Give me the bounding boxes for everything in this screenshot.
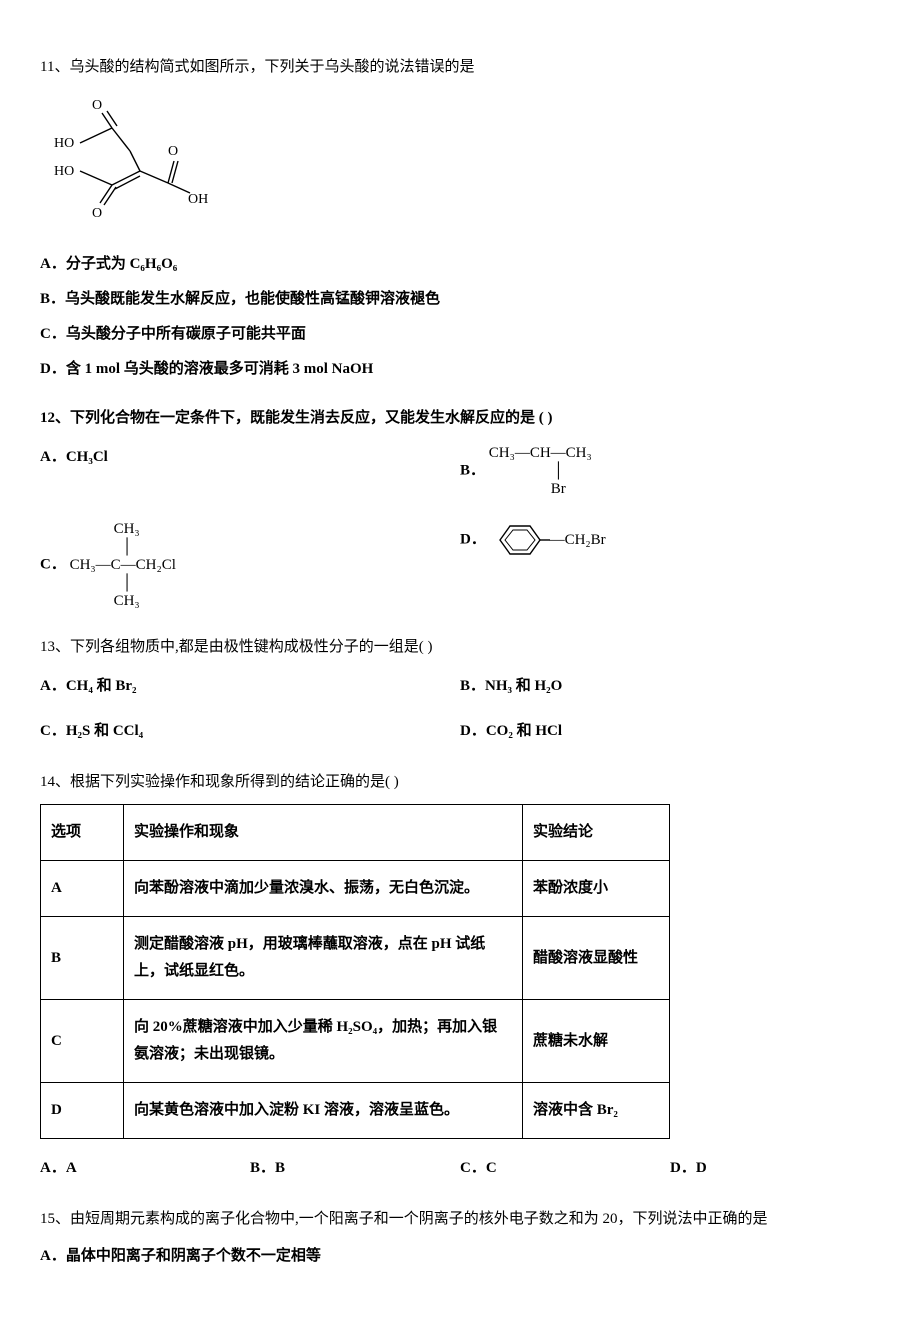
cell-a-opt: A xyxy=(41,861,124,917)
cell-b-op: 测定醋酸溶液 pH，用玻璃棒蘸取溶液，点在 pH 试纸上，试纸显红色。 xyxy=(124,917,523,1000)
q12-optB-prefix: B． xyxy=(460,462,485,478)
cell-a-con: 苯酚浓度小 xyxy=(523,861,670,917)
table-row: C 向 20%蔗糖溶液中加入少量稀 H₂SO₄，加热；再加入银氨溶液；未出现银镜… xyxy=(41,1000,670,1083)
q11-optA-prefix: A．分子式为 xyxy=(40,256,130,272)
cell-a-op: 向苯酚溶液中滴加少量浓溴水、振荡，无白色沉淀。 xyxy=(124,861,523,917)
q11-structure: O HO HO O O OH xyxy=(40,93,880,233)
q12-optC-prefix: C． xyxy=(40,556,66,572)
q11-option-d: D．含 1 mol 乌头酸的溶液最多可消耗 3 mol NaOH xyxy=(40,352,880,387)
q13-option-b: B．NH₃ 和 H₂O xyxy=(460,667,880,706)
q12-struct-b-bot: Br xyxy=(551,480,566,498)
q14-option-d: D．D xyxy=(670,1149,880,1188)
svg-text:O: O xyxy=(168,144,178,159)
svg-text:O: O xyxy=(92,98,102,113)
q12-struct-c-mid: CH₃—C—CH₂Cl xyxy=(70,557,176,573)
svg-text:HO: HO xyxy=(54,164,74,179)
q12-struct-b: CH₃—CH—CH₃ │ Br xyxy=(489,444,592,498)
cell-b-opt: B xyxy=(41,917,124,1000)
svg-text:HO: HO xyxy=(54,136,74,151)
q12-optA-formula: CH₃Cl xyxy=(66,449,108,465)
q14-option-b: B．B xyxy=(250,1149,460,1188)
q12-option-c: C． CH₃ │ CH₃—C—CH₂Cl │ CH₃ xyxy=(40,514,460,616)
question-15: 15、由短周期元素构成的离子化合物中,一个阳离子和一个阴离子的核外电子数之和为 … xyxy=(40,1206,880,1274)
q12-struct-b-top: CH₃—CH—CH₃ xyxy=(489,445,592,461)
th-option: 选项 xyxy=(41,805,124,861)
table-row: D 向某黄色溶液中加入淀粉 KI 溶液，溶液呈蓝色。 溶液中含 Br₂ xyxy=(41,1083,670,1139)
q14-stem: 14、根据下列实验操作和现象所得到的结论正确的是( ) xyxy=(40,769,880,796)
cell-d-opt: D xyxy=(41,1083,124,1139)
q11-option-b: B．乌头酸既能发生水解反应，也能使酸性高锰酸钾溶液褪色 xyxy=(40,282,880,317)
table-row: A 向苯酚溶液中滴加少量浓溴水、振荡，无白色沉淀。 苯酚浓度小 xyxy=(41,861,670,917)
cell-c-opt: C xyxy=(41,1000,124,1083)
th-operation: 实验操作和现象 xyxy=(124,805,523,861)
q13-option-a: A．CH₄ 和 Br₂ xyxy=(40,667,460,706)
svg-text:O: O xyxy=(92,206,102,221)
q12-struct-c: CH₃ │ CH₃—C—CH₂Cl │ CH₃ xyxy=(70,520,176,610)
q12-option-a: A．CH₃Cl xyxy=(40,438,460,504)
q13-option-d: D．CO₂ 和 HCl xyxy=(460,712,880,751)
th-conclusion: 实验结论 xyxy=(523,805,670,861)
q13-stem: 13、下列各组物质中,都是由极性键构成极性分子的一组是( ) xyxy=(40,634,880,661)
q15-stem: 15、由短周期元素构成的离子化合物中,一个阳离子和一个阴离子的核外电子数之和为 … xyxy=(40,1206,880,1233)
question-13: 13、下列各组物质中,都是由极性键构成极性分子的一组是( ) A．CH₄ 和 B… xyxy=(40,634,880,751)
q14-option-c: C．C xyxy=(460,1149,670,1188)
q14-table: 选项 实验操作和现象 实验结论 A 向苯酚溶液中滴加少量浓溴水、振荡，无白色沉淀… xyxy=(40,804,670,1139)
question-14: 14、根据下列实验操作和现象所得到的结论正确的是( ) 选项 实验操作和现象 实… xyxy=(40,769,880,1188)
q11-option-a: A．分子式为 C₆H₆O₆ xyxy=(40,247,880,282)
q12-struct-d-right: —CH₂Br xyxy=(550,527,606,554)
q15-option-a: A．晶体中阳离子和阴离子个数不一定相等 xyxy=(40,1239,880,1274)
q11-stem: 11、乌头酸的结构简式如图所示，下列关于乌头酸的说法错误的是 xyxy=(40,54,880,81)
q12-option-b: B． CH₃—CH—CH₃ │ Br xyxy=(460,438,880,504)
question-12: 12、下列化合物在一定条件下，既能发生消去反应，又能发生水解反应的是 ( ) A… xyxy=(40,405,880,616)
cell-c-con: 蔗糖未水解 xyxy=(523,1000,670,1083)
q14-option-a: A．A xyxy=(40,1149,250,1188)
q13-option-c: C．H₂S 和 CCl₄ xyxy=(40,712,460,751)
cell-b-con: 醋酸溶液显酸性 xyxy=(523,917,670,1000)
cell-d-op: 向某黄色溶液中加入淀粉 KI 溶液，溶液呈蓝色。 xyxy=(124,1083,523,1139)
q11-optA-formula: C₆H₆O₆ xyxy=(130,256,178,272)
svg-text:OH: OH xyxy=(188,192,208,207)
q12-optA-prefix: A． xyxy=(40,449,66,465)
cell-d-con: 溶液中含 Br₂ xyxy=(523,1083,670,1139)
q12-stem: 12、下列化合物在一定条件下，既能发生消去反应，又能发生水解反应的是 ( ) xyxy=(40,405,880,432)
q12-struct-d: —CH₂Br xyxy=(490,520,606,560)
question-11: 11、乌头酸的结构简式如图所示，下列关于乌头酸的说法错误的是 xyxy=(40,54,880,387)
table-row: B 测定醋酸溶液 pH，用玻璃棒蘸取溶液，点在 pH 试纸上，试纸显红色。 醋酸… xyxy=(41,917,670,1000)
q12-struct-c-top: CH₃ xyxy=(114,520,140,538)
cell-c-op: 向 20%蔗糖溶液中加入少量稀 H₂SO₄，加热；再加入银氨溶液；未出现银镜。 xyxy=(124,1000,523,1083)
table-header-row: 选项 实验操作和现象 实验结论 xyxy=(41,805,670,861)
q12-option-d: D． —CH₂Br xyxy=(460,514,880,616)
q12-struct-c-bot: CH₃ xyxy=(114,592,140,610)
q11-option-c: C．乌头酸分子中所有碳原子可能共平面 xyxy=(40,317,880,352)
q12-optD-prefix: D． xyxy=(460,531,486,547)
